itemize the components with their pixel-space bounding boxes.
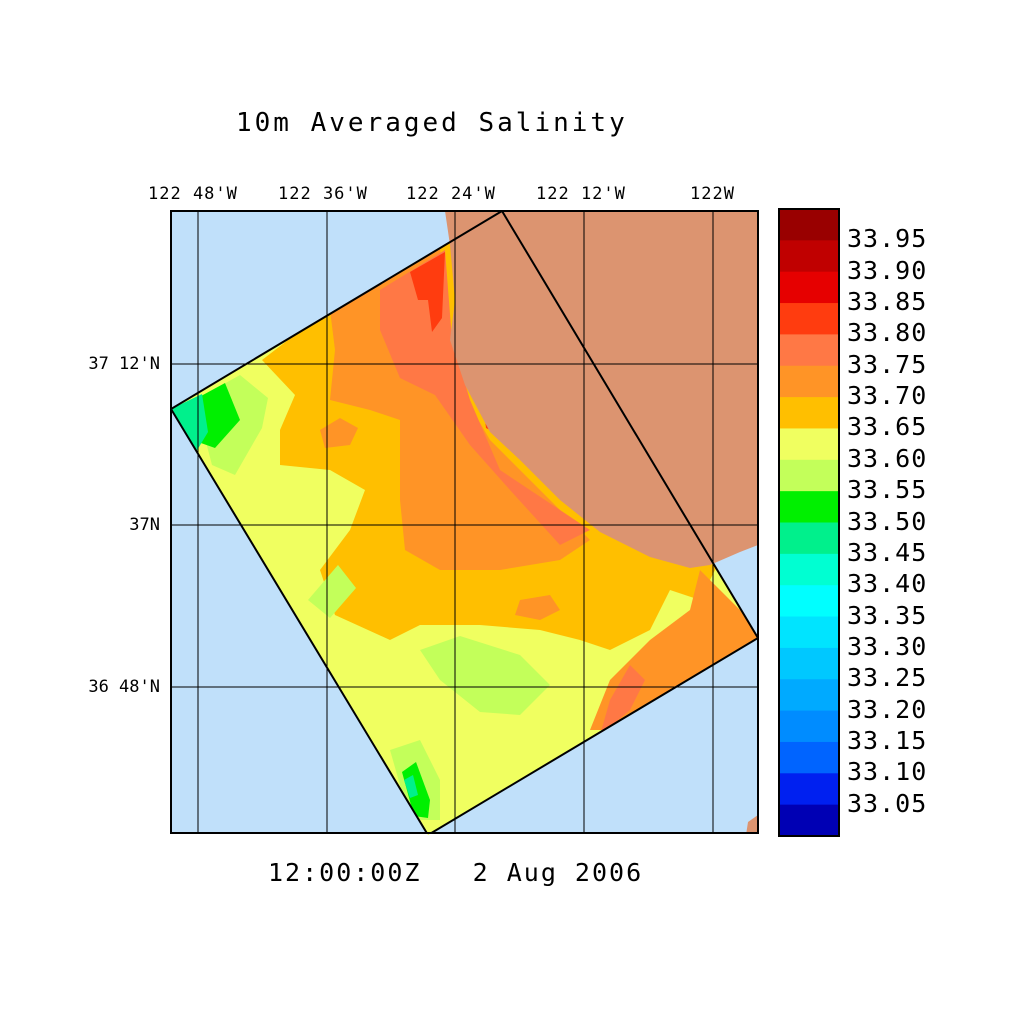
lon-tick: 122W bbox=[690, 184, 735, 204]
colorbar-swatch bbox=[779, 397, 839, 429]
colorbar-swatch bbox=[779, 773, 839, 806]
contour-33.70 bbox=[320, 418, 358, 448]
colorbar-swatch bbox=[779, 303, 839, 335]
colorbar-label: 33.25 bbox=[847, 663, 928, 693]
land bbox=[746, 815, 758, 833]
colorbar-swatch bbox=[779, 647, 839, 680]
land bbox=[445, 211, 758, 568]
colorbar-swatch bbox=[779, 209, 839, 241]
contour-33.70 bbox=[515, 595, 560, 620]
colorbar-label: 33.45 bbox=[847, 537, 928, 567]
colorbar-label: 33.15 bbox=[847, 725, 928, 755]
lon-tick: 122 24'W bbox=[406, 184, 496, 204]
colorbar-label: 33.30 bbox=[847, 631, 928, 661]
colorbar-swatch bbox=[779, 491, 839, 523]
contour-33.45 bbox=[404, 775, 418, 798]
contour-33.55 bbox=[308, 565, 356, 618]
colorbar-label: 33.10 bbox=[847, 757, 928, 787]
colorbar-swatch bbox=[779, 585, 839, 618]
colorbar-label: 33.65 bbox=[847, 412, 928, 442]
colorbar-label: 33.85 bbox=[847, 287, 928, 317]
colorbar-swatch bbox=[779, 616, 839, 649]
colorbar-label: 33.80 bbox=[847, 318, 928, 348]
colorbar-swatch bbox=[779, 240, 839, 273]
colorbar-swatch bbox=[779, 459, 839, 492]
map-title: 10m Averaged Salinity bbox=[236, 108, 628, 138]
contour-33.80 bbox=[410, 252, 445, 332]
lon-tick: 122 12'W bbox=[536, 184, 626, 204]
model-domain-outline bbox=[171, 211, 758, 833]
contour-33.55 bbox=[420, 636, 550, 715]
lon-tick: 122 48'W bbox=[148, 184, 238, 204]
colorbar-label: 33.75 bbox=[847, 349, 928, 379]
contour-33.45 bbox=[171, 394, 208, 452]
colorbar-swatch bbox=[779, 741, 839, 774]
colorbar-label: 33.05 bbox=[847, 788, 928, 818]
colorbar bbox=[778, 208, 840, 837]
colorbar-swatch bbox=[779, 334, 839, 367]
colorbar-label: 33.40 bbox=[847, 569, 928, 599]
colorbar-label: 33.70 bbox=[847, 381, 928, 411]
colorbar-frame bbox=[778, 208, 840, 837]
lat-tick: 37N bbox=[129, 515, 160, 535]
colorbar-label: 33.55 bbox=[847, 475, 928, 505]
colorbar-swatch bbox=[779, 710, 839, 743]
colorbar-swatch bbox=[779, 271, 839, 304]
colorbar-label: 33.50 bbox=[847, 506, 928, 536]
plot-frame bbox=[170, 210, 759, 834]
timestamp: 12:00:00Z 2 Aug 2006 bbox=[268, 858, 644, 887]
colorbar-swatch bbox=[779, 553, 839, 586]
colorbar-label: 33.95 bbox=[847, 224, 928, 254]
colorbar-swatch bbox=[779, 804, 839, 837]
colorbar-swatch bbox=[779, 679, 839, 712]
colorbar-label: 33.35 bbox=[847, 600, 928, 630]
lon-tick: 122 36'W bbox=[278, 184, 368, 204]
colorbar-label: 33.60 bbox=[847, 443, 928, 473]
lat-tick: 37 12'N bbox=[88, 354, 160, 374]
colorbar-label: 33.20 bbox=[847, 694, 928, 724]
contour-33.75 bbox=[600, 665, 645, 735]
colorbar-swatch bbox=[779, 428, 839, 461]
colorbar-swatch bbox=[779, 365, 839, 398]
colorbar-swatch bbox=[779, 522, 839, 555]
colorbar-label: 33.90 bbox=[847, 255, 928, 285]
lat-tick: 36 48'N bbox=[88, 677, 160, 697]
